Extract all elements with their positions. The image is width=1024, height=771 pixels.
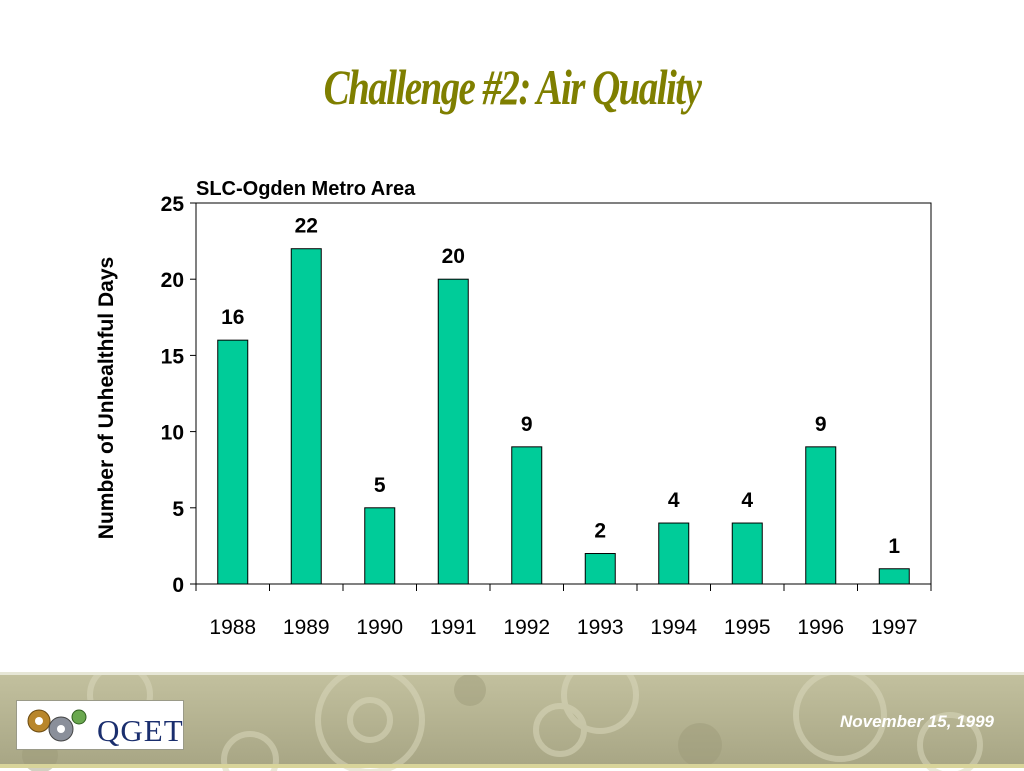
qget-logo: QGET: [16, 700, 184, 750]
x-tick-label: 1995: [724, 616, 771, 639]
bar-value-label: 9: [815, 413, 827, 436]
data-labels: 16 22 5 20 9 2 4 4 9 1: [221, 215, 900, 558]
bar-value-label: 2: [594, 520, 606, 543]
y-axis-label: Number of Unhealthful Days: [95, 257, 118, 539]
bar-series: [217, 248, 910, 585]
x-tick-label: 1990: [356, 616, 403, 639]
bar: [658, 522, 690, 585]
bar: [584, 553, 616, 585]
gears-icon: [27, 709, 87, 742]
footer-banner: QGET November 15, 1999: [0, 672, 1024, 771]
x-axis: 1988 1989 1990 1991 1992 1993 1994 1995 1996 1997: [195, 584, 932, 639]
bar-value-label: 5: [374, 474, 386, 497]
bar: [805, 446, 837, 585]
bar-value-label: 16: [221, 306, 244, 329]
y-tick-label: 15: [161, 345, 185, 368]
bar: [511, 446, 543, 585]
bar-value-label: 4: [741, 489, 753, 512]
x-tick-label: 1994: [650, 616, 697, 639]
bar-value-label: 20: [442, 245, 465, 268]
bar: [731, 522, 763, 585]
x-tick-label: 1988: [209, 616, 256, 639]
bar: [878, 568, 910, 585]
chart-title: SLC-Ogden Metro Area: [196, 178, 416, 200]
bar-value-label: 1: [888, 535, 900, 558]
bar-value-label: 22: [295, 215, 318, 238]
slide-title: Challenge #2: Air Quality: [323, 59, 702, 115]
x-tick-label: 1992: [503, 616, 550, 639]
y-tick-label: 10: [161, 422, 184, 445]
bar: [437, 278, 469, 585]
x-tick-label: 1996: [797, 616, 844, 639]
bar: [217, 339, 249, 585]
footer-bottom-stripe: [0, 764, 1024, 768]
x-tick-label: 1993: [577, 616, 624, 639]
x-tick-label: 1997: [871, 616, 918, 639]
x-tick-label: 1991: [430, 616, 477, 639]
y-tick-label: 0: [172, 574, 184, 597]
bar-chart: SLC-Ogden Metro Area Number of Unhealthf…: [95, 178, 932, 639]
bar-value-label: 9: [521, 413, 533, 436]
y-tick-label: 20: [161, 269, 184, 292]
y-tick-label: 25: [161, 193, 185, 216]
logo-text: QGET: [97, 713, 184, 748]
x-tick-label: 1989: [283, 616, 330, 639]
y-tick-label: 5: [172, 498, 184, 521]
bar: [290, 248, 322, 585]
bar: [364, 507, 396, 585]
footer-date: November 15, 1999: [839, 712, 994, 731]
bar-value-label: 4: [668, 489, 680, 512]
y-axis: 0 5 10 15 20 25: [161, 193, 196, 597]
